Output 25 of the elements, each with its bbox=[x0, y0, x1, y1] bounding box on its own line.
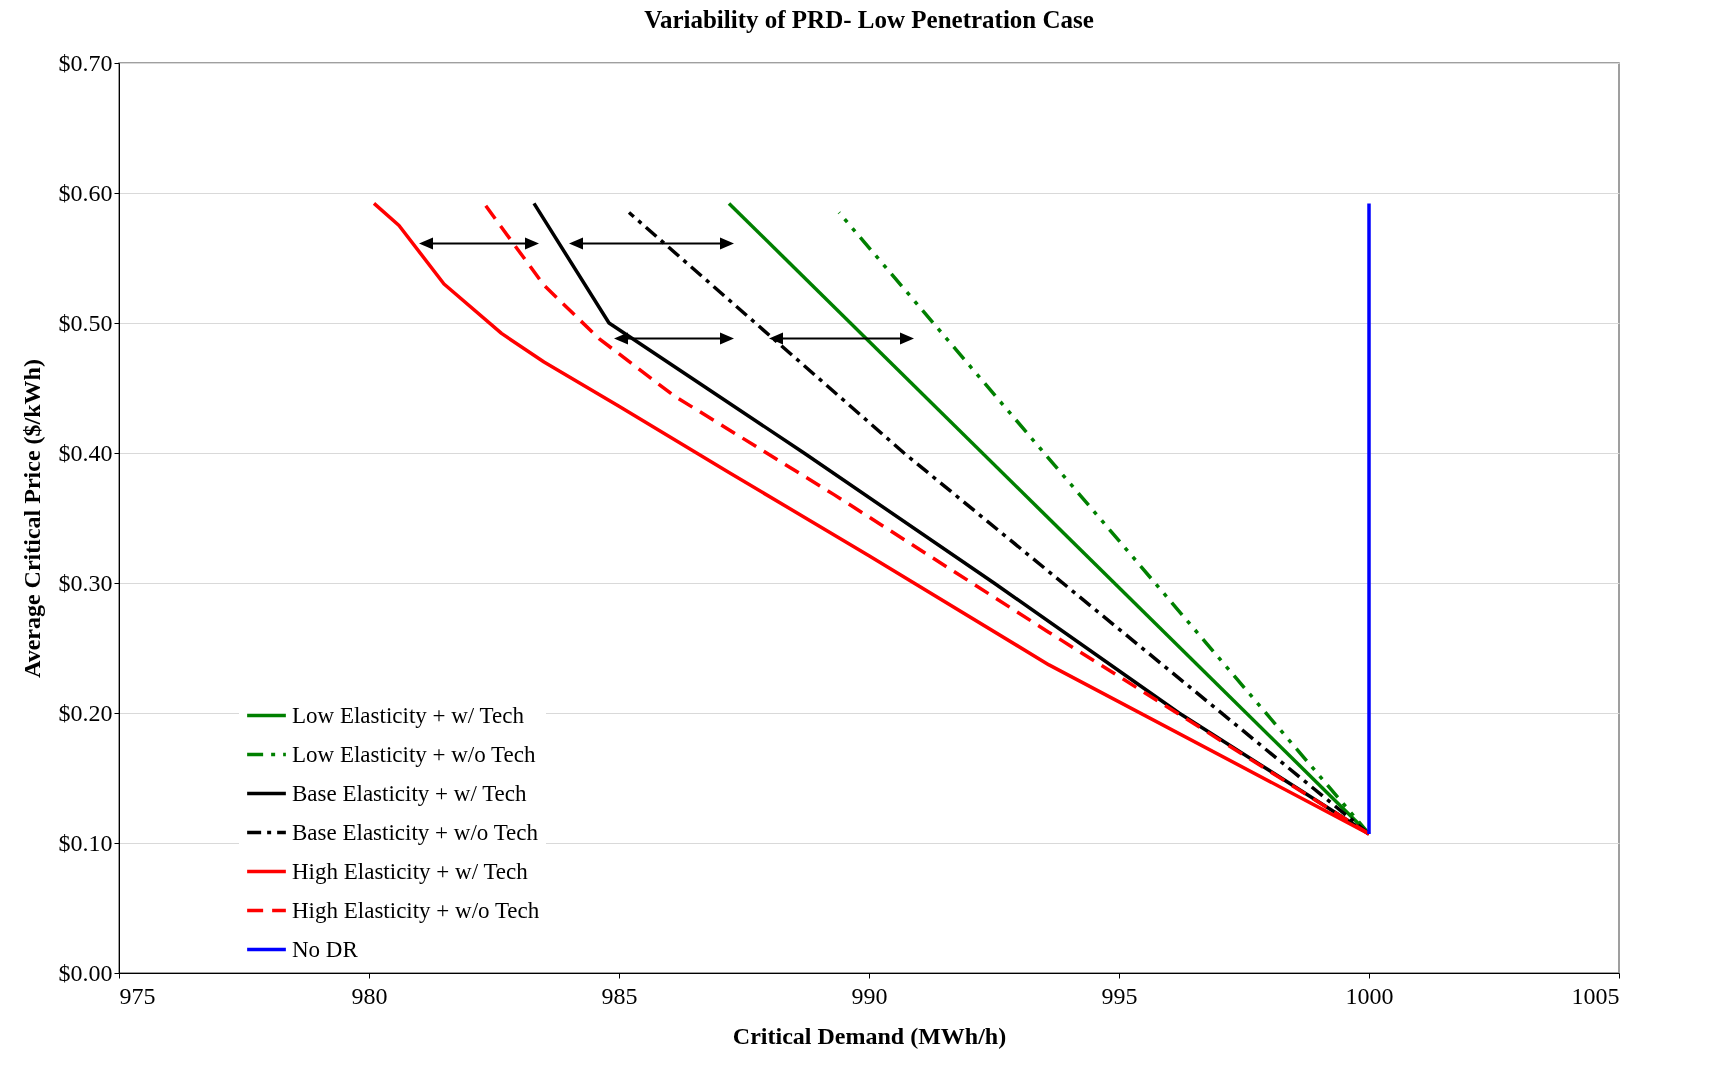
y-tick-label: $0.40 bbox=[58, 439, 113, 466]
y-tick-label: $0.60 bbox=[58, 179, 113, 206]
x-tick-label: 1005 bbox=[1571, 982, 1620, 1009]
x-tick-label: 1000 bbox=[1345, 982, 1394, 1009]
x-tick-label: 980 bbox=[351, 982, 388, 1009]
y-tick-label: $0.20 bbox=[58, 699, 113, 726]
x-tick-label: 995 bbox=[1101, 982, 1138, 1009]
legend-label: High Elasticity + w/o Tech bbox=[292, 897, 540, 923]
x-tick-label: 985 bbox=[601, 982, 638, 1009]
x-tick-label: 975 bbox=[119, 982, 156, 1009]
legend-label: Base Elasticity + w/ Tech bbox=[292, 780, 527, 806]
chart-title: Variability of PRD- Low Penetration Case bbox=[644, 6, 1094, 33]
y-axis-title: Average Critical Price ($/kWh) bbox=[18, 359, 45, 678]
y-tick-label: $0.00 bbox=[58, 959, 113, 986]
y-tick-label: $0.30 bbox=[58, 569, 113, 596]
y-tick-label: $0.10 bbox=[58, 829, 113, 856]
legend-label: Low Elasticity + w/ Tech bbox=[292, 702, 525, 728]
legend-label: High Elasticity + w/ Tech bbox=[292, 858, 529, 884]
y-tick-label: $0.70 bbox=[58, 49, 113, 76]
y-tick-label: $0.50 bbox=[58, 309, 113, 336]
x-axis-title: Critical Demand (MWh/h) bbox=[732, 1022, 1007, 1049]
legend-label: No DR bbox=[292, 936, 359, 962]
x-tick-label: 990 bbox=[851, 982, 888, 1009]
legend-label: Base Elasticity + w/o Tech bbox=[292, 819, 539, 845]
legend-label: Low Elasticity + w/o Tech bbox=[292, 741, 536, 767]
